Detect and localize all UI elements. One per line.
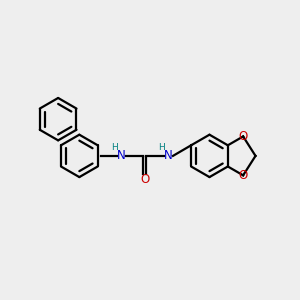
Text: O: O bbox=[238, 130, 248, 143]
Text: H: H bbox=[158, 142, 165, 152]
Text: O: O bbox=[238, 169, 248, 182]
Text: O: O bbox=[140, 173, 149, 186]
Text: N: N bbox=[117, 149, 125, 162]
Text: H: H bbox=[111, 142, 118, 152]
Text: N: N bbox=[164, 149, 172, 162]
